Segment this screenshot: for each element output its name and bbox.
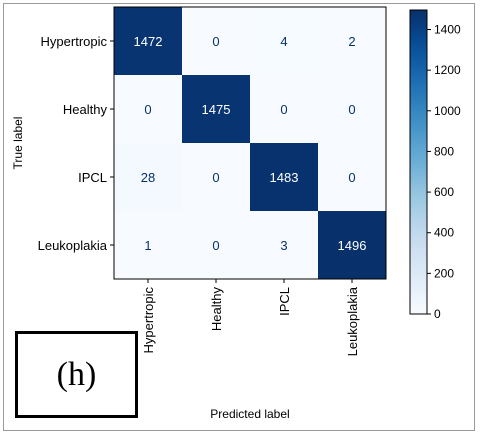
cell-value-label: 0: [348, 170, 355, 185]
y-axis-title: True label: [11, 117, 25, 170]
matrix-cell: [182, 7, 250, 75]
panel-label-box: (h): [15, 331, 138, 418]
matrix-cell: [114, 211, 182, 279]
colorbar: [409, 9, 428, 315]
y-tick-label: Healthy: [63, 102, 108, 117]
panel-label: (h): [56, 355, 97, 393]
cell-value-label: 28: [141, 170, 155, 185]
x-tick-label: Healthy: [209, 287, 224, 332]
x-tick-label: Hypertropic: [141, 287, 156, 354]
cell-value-label: 0: [212, 34, 219, 49]
colorbar-tick-label: 800: [434, 144, 454, 158]
colorbar-tick-label: 1200: [434, 63, 461, 77]
matrix-cell: [114, 75, 182, 143]
cell-value-label: 4: [280, 34, 287, 49]
cell-value-label: 1472: [134, 34, 163, 49]
cell-value-label: 1496: [338, 238, 367, 253]
cell-value-label: 0: [212, 238, 219, 253]
matrix-cell: [182, 143, 250, 211]
matrix-cell: [114, 143, 182, 211]
cell-value-label: 2: [348, 34, 355, 49]
matrix-cell: [318, 7, 386, 75]
figure-frame: [3, 3, 475, 431]
cell-value-label: 1483: [270, 170, 299, 185]
matrix-cell: [182, 211, 250, 279]
colorbar-tick-label: 1400: [434, 23, 461, 37]
matrix-cell: [114, 7, 182, 75]
plot-border: [113, 6, 387, 280]
colorbar-tick-label: 600: [434, 185, 454, 199]
matrix-cell: [250, 211, 318, 279]
cell-value-label: 0: [280, 102, 287, 117]
matrix-cell: [318, 75, 386, 143]
matrix-cell: [250, 75, 318, 143]
matrix-cell: [318, 211, 386, 279]
x-tick-label: Leukoplakia: [345, 286, 360, 356]
cell-value-label: 0: [212, 170, 219, 185]
cell-value-label: 0: [144, 102, 151, 117]
x-axis-title: Predicted label: [210, 407, 289, 421]
matrix-cell: [182, 75, 250, 143]
cell-value-label: 0: [348, 102, 355, 117]
x-tick-label: IPCL: [277, 287, 292, 316]
colorbar-tick-label: 400: [434, 226, 454, 240]
cell-value-label: 1475: [202, 102, 231, 117]
y-tick-label: Hypertropic: [41, 34, 108, 49]
y-tick-label: IPCL: [78, 170, 107, 185]
matrix-cell: [250, 143, 318, 211]
matrix-cell: [318, 143, 386, 211]
cell-value-label: 3: [280, 238, 287, 253]
colorbar-tick-label: 200: [434, 266, 454, 280]
matrix-cell: [250, 7, 318, 75]
y-tick-label: Leukoplakia: [38, 238, 108, 253]
cell-value-label: 1: [144, 238, 151, 253]
colorbar-tick-label: 0: [434, 307, 441, 321]
colorbar-tick-label: 1000: [434, 104, 461, 118]
